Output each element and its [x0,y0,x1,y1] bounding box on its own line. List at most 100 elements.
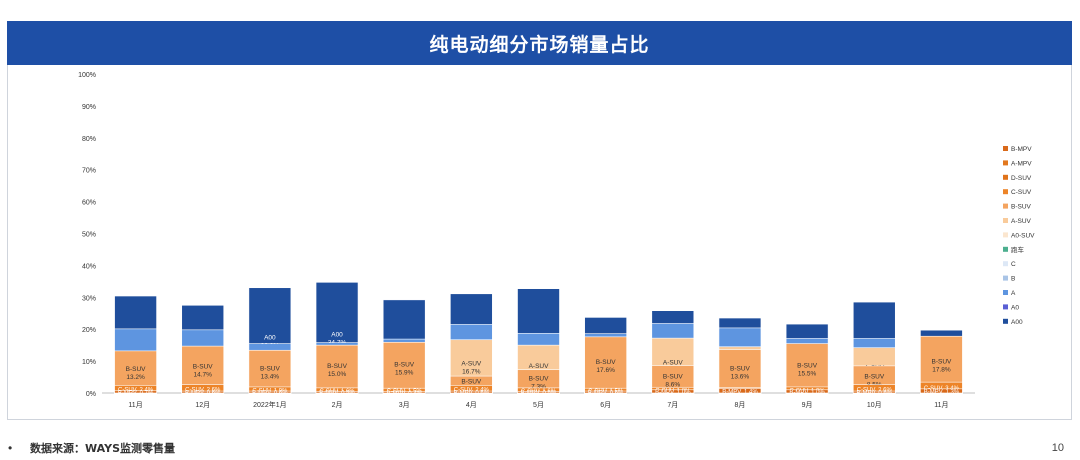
y-tick-label: 60% [82,200,96,207]
y-tick-label: 90% [82,104,96,111]
data-label: 17.6% [596,367,615,374]
y-tick-label: 80% [82,136,96,143]
data-label: 17.8% [932,367,951,374]
legend-swatch [1003,246,1008,252]
data-label: C-SUV, 2.6% [857,387,893,393]
data-label: B-SUV [596,359,617,366]
data-label: B-SUV [797,362,818,369]
data-label: A-SUV [663,360,684,367]
y-tick-label: 40% [82,263,96,270]
legend-label: A0-SUV [1011,232,1035,239]
legend-swatch [1003,160,1008,166]
bar-segment [181,390,225,394]
data-label: 8.6% [665,381,680,388]
chart-frame [7,65,1072,420]
data-source-note: 数据来源：WAYS监测零售量 [30,442,175,455]
bar-segment [450,390,493,394]
data-label: 13.4% [261,374,280,381]
data-label: C-SUV, 2.6% [185,387,221,393]
bar-segment [785,389,829,394]
bar-segment [785,343,829,394]
legend-swatch [1003,304,1008,310]
legend-swatch [1003,146,1008,151]
data-label: B-SUV [260,366,281,373]
legend-label: A-SUV [1011,218,1032,225]
bar-segment [114,390,157,394]
data-label: B-MPV, 0.6% [857,391,893,397]
legend-label: B [1011,276,1015,283]
data-label: B-SUV [394,362,415,369]
data-label: B-MPV, 0.5% [319,391,355,397]
data-label: B-MPV, 0.6% [588,391,624,397]
data-label: 13.6% [731,373,750,380]
x-tick-label: 3月 [399,401,410,409]
data-label: 7.3% [531,383,546,390]
bar-segment [315,344,359,394]
bar-segment [920,388,963,394]
data-label: 13.2% [126,374,145,381]
data-label: 16.7% [462,368,481,375]
legend-swatch [1003,318,1008,324]
data-label: B-MPV, 1.4% [722,389,758,395]
page-number: 10 [1051,442,1064,454]
data-label: A00 [331,332,343,339]
data-label: B-SUV [529,375,550,382]
data-label: A00 [264,334,276,341]
bar-segment [382,341,426,394]
legend-label: A-MPV [1011,160,1032,167]
legend-swatch [1003,232,1008,238]
x-tick-label: 2022年1月 [253,400,286,409]
data-label: 15.5% [798,370,817,377]
x-tick-label: 11月 [128,401,142,409]
data-label: 14.7% [194,372,213,379]
y-tick-label: 20% [82,327,96,334]
bar-segment [584,390,627,394]
data-label: B-SUV [461,379,482,386]
legend-label: C-SUV [1011,189,1032,196]
y-tick-label: 10% [82,359,96,366]
data-label: B-MPV, 0.6% [454,391,490,397]
data-label: B-SUV [730,365,751,372]
data-label: B-SUV [126,366,147,373]
data-label: B-SUV [663,373,684,380]
bar-segment [718,388,762,394]
bar-segment [852,390,896,394]
data-label: C-SUV, 2.4% [454,388,490,394]
legend-label: B-SUV [1011,204,1032,211]
y-tick-label: 50% [82,232,96,239]
x-tick-label: 11月 [934,401,948,409]
legend-label: C [1011,261,1016,268]
x-tick-label: 7月 [667,401,678,409]
legend-swatch [1003,261,1008,267]
data-label: B-MPV, 1.0% [789,390,825,396]
legend-label: A0 [1011,304,1019,311]
data-label: A-SUV [461,360,482,367]
data-label: B-MPV, 0.5% [521,391,557,397]
data-label: 15.9% [395,370,414,377]
legend-swatch [1003,275,1008,281]
data-label: B-SUV [327,363,348,370]
legend-label: A [1011,290,1016,297]
bar-segment [651,389,695,394]
x-tick-label: 4月 [466,401,477,409]
title-bar: 纯电动细分市场销量占比 [7,21,1072,65]
bar-segment [248,390,292,394]
data-label: A-SUV [529,363,550,370]
data-label: B-SUV [931,359,952,366]
data-label: B-MPV, 1.3% [924,389,960,395]
legend-swatch [1003,218,1008,223]
legend-swatch [1003,290,1008,295]
legend-swatch [1003,203,1008,209]
legend-swatch [1003,189,1008,195]
bullet-dot: • [8,441,13,455]
bar-segment [718,349,762,394]
legend-label: D-SUV [1011,175,1032,182]
x-tick-label: 10月 [867,401,882,409]
y-tick-label: 70% [82,168,96,175]
bar-segment [517,391,560,394]
x-tick-label: 2月 [332,401,343,409]
x-tick-label: 5月 [533,401,544,409]
data-label: B-MPV, 1.0% [655,390,691,396]
